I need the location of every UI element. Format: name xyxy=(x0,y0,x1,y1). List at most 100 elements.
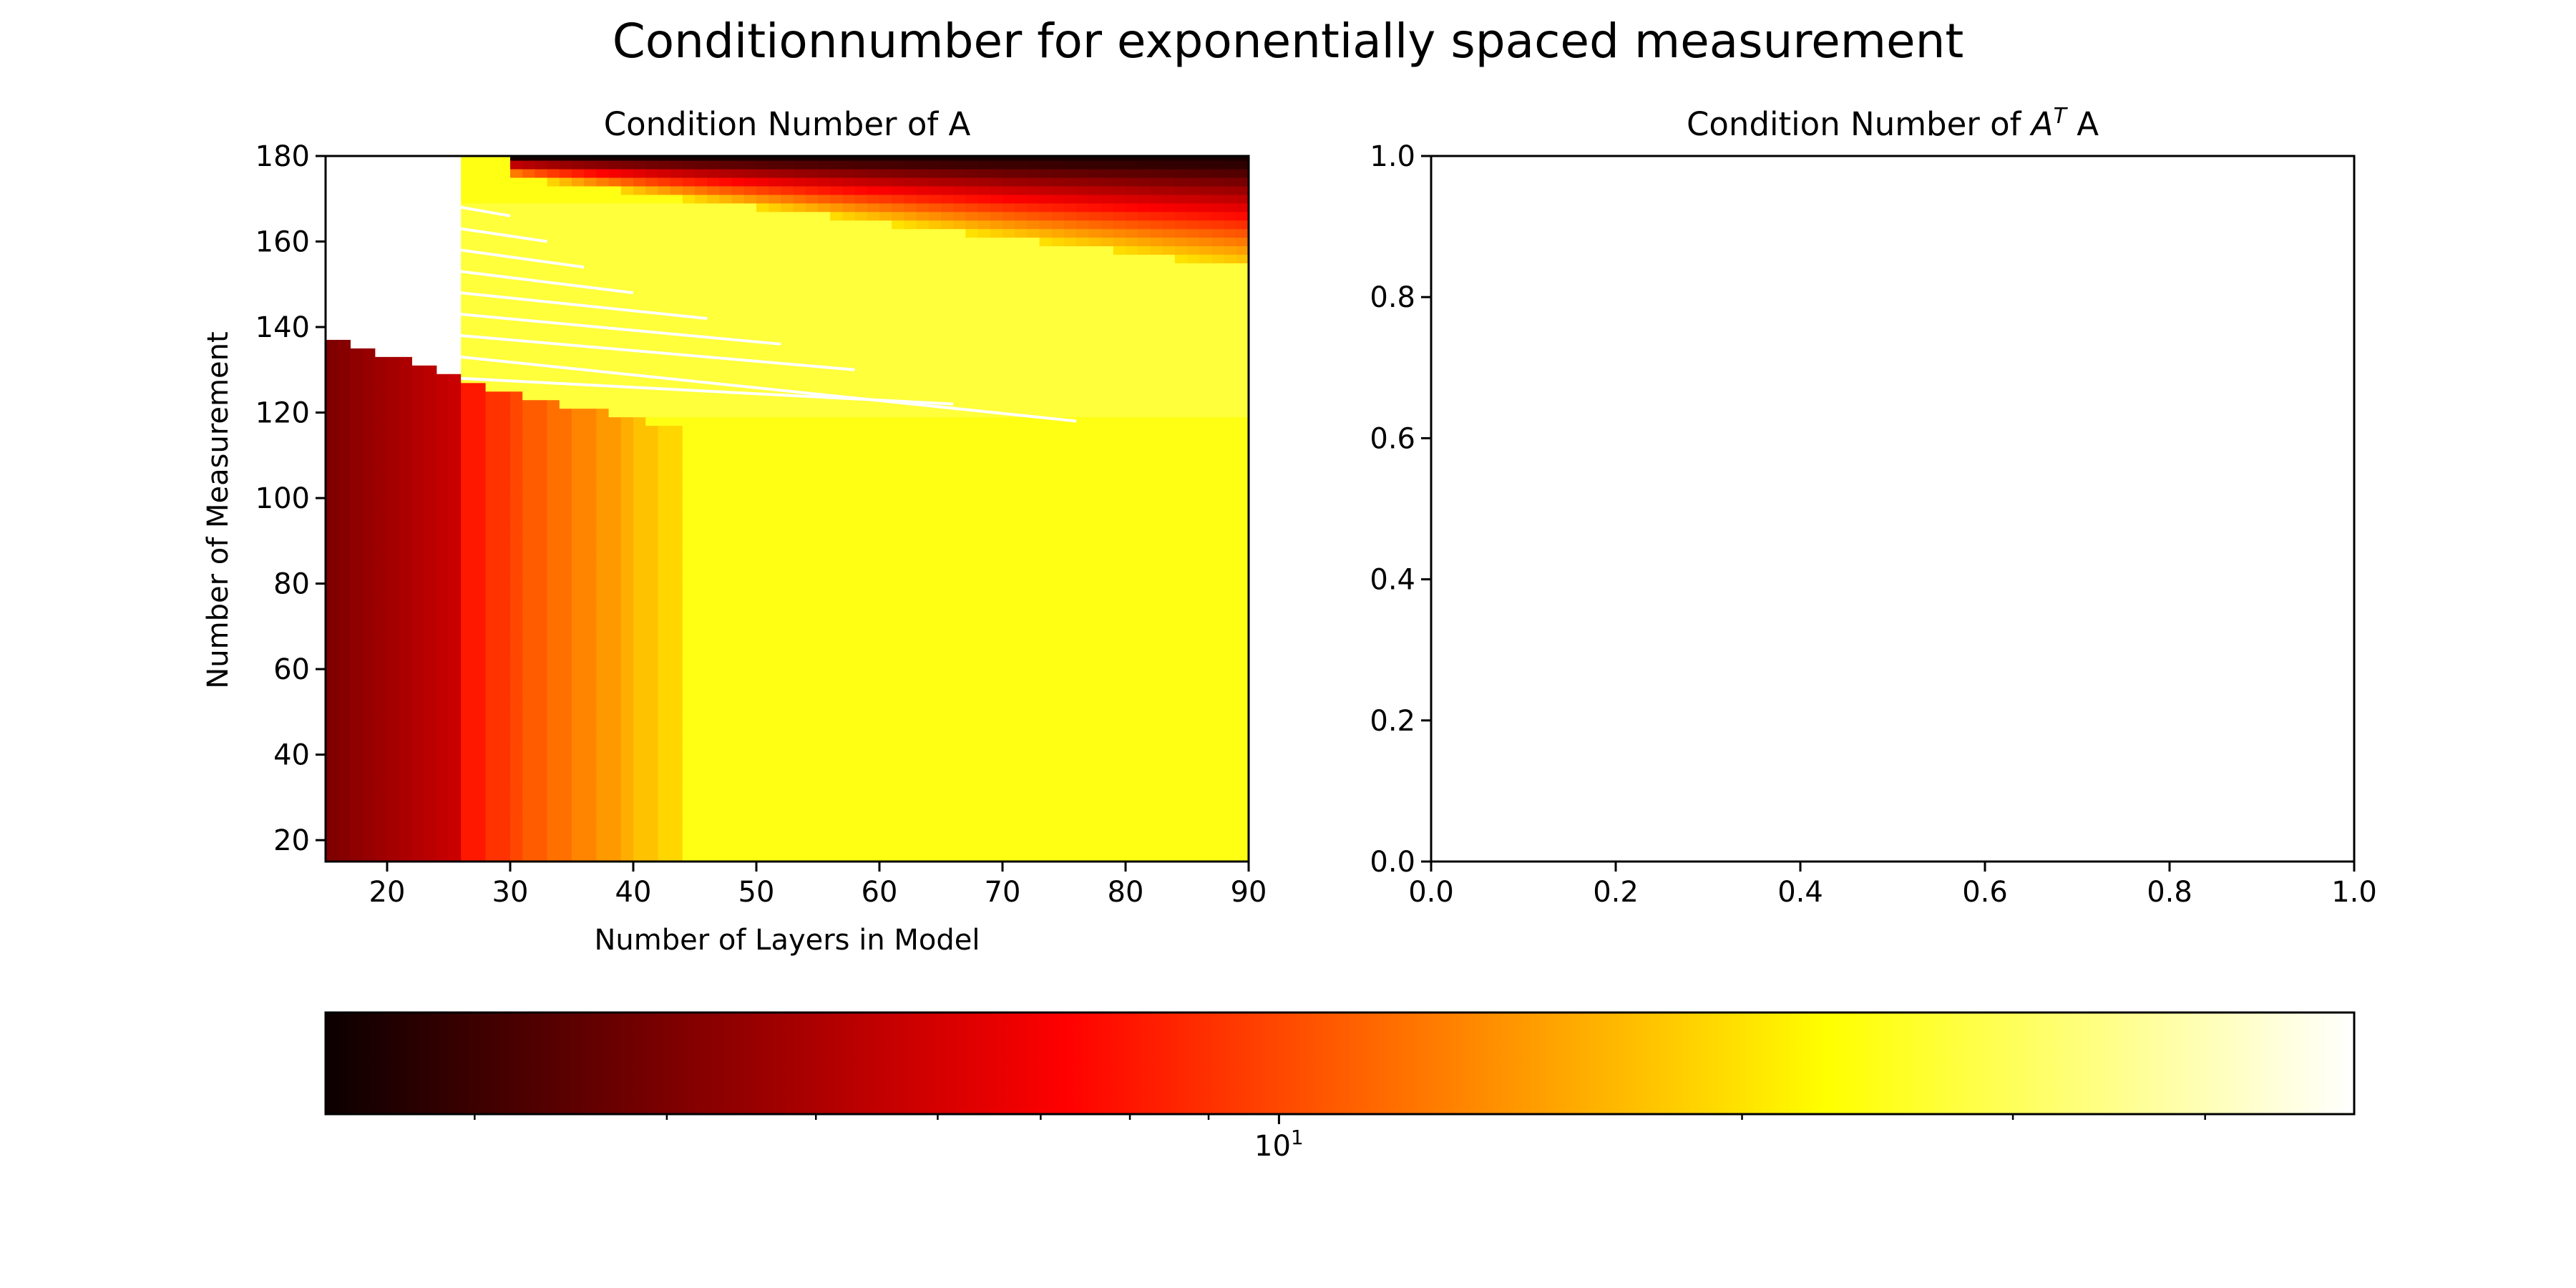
heatmap-cell xyxy=(1039,844,1053,854)
heatmap-cell xyxy=(928,434,942,443)
heatmap-cell xyxy=(461,451,474,460)
heatmap-cell xyxy=(965,665,979,674)
heatmap-cell xyxy=(695,211,708,221)
heatmap-cell xyxy=(374,810,388,819)
heatmap-cell xyxy=(608,733,622,743)
heatmap-cell xyxy=(374,605,388,615)
heatmap-cell xyxy=(535,203,548,213)
heatmap-cell xyxy=(731,254,745,263)
heatmap-cell xyxy=(977,168,991,178)
heatmap-cell xyxy=(990,819,1003,828)
heatmap-cell xyxy=(977,587,991,597)
heatmap-cell xyxy=(830,570,843,580)
heatmap-cell xyxy=(892,306,904,315)
heatmap-cell xyxy=(424,776,437,786)
heatmap-cell xyxy=(572,613,585,623)
heatmap-cell xyxy=(695,510,708,520)
heatmap-cell xyxy=(830,605,843,615)
heatmap-cell xyxy=(522,323,535,332)
heatmap-cell xyxy=(658,288,671,298)
heatmap-cell xyxy=(769,707,781,717)
heatmap-cell xyxy=(707,784,720,794)
heatmap-cell xyxy=(436,416,449,426)
heatmap-cell xyxy=(842,682,856,691)
heatmap-cell xyxy=(953,306,966,315)
heatmap-cell xyxy=(387,562,400,572)
heatmap-cell xyxy=(1015,451,1028,460)
heatmap-cell xyxy=(584,356,597,366)
heatmap-cell xyxy=(769,527,781,537)
heatmap-cell xyxy=(670,579,683,589)
heatmap-cell xyxy=(670,519,683,529)
heatmap-cell xyxy=(473,485,487,494)
heatmap-cell xyxy=(916,339,930,349)
heatmap-cell xyxy=(941,536,954,546)
heatmap-cell xyxy=(510,477,523,486)
heatmap-cell xyxy=(596,682,610,691)
heatmap-cell xyxy=(497,399,511,409)
heatmap-cell xyxy=(1027,801,1040,811)
heatmap-cell xyxy=(620,741,634,751)
heatmap-cell xyxy=(682,399,696,409)
heatmap-cell xyxy=(842,323,856,332)
heatmap-cell xyxy=(547,605,560,615)
heatmap-cell xyxy=(497,408,511,418)
heatmap-cell xyxy=(941,733,954,743)
heatmap-cell xyxy=(879,485,892,494)
heatmap-cell xyxy=(990,502,1003,512)
heatmap-cell xyxy=(854,630,868,640)
heatmap-cell xyxy=(670,570,683,580)
heatmap-cell xyxy=(941,168,954,178)
heatmap-cell xyxy=(658,245,671,255)
heatmap-cell xyxy=(1076,758,1089,769)
heatmap-cell xyxy=(707,442,720,452)
heatmap-cell xyxy=(670,776,683,786)
heatmap-cell xyxy=(1076,408,1089,418)
heatmap-cell xyxy=(461,194,474,204)
heatmap-cell xyxy=(547,185,560,195)
heatmap-cell xyxy=(1002,836,1015,845)
heatmap-cell xyxy=(1027,220,1040,230)
heatmap-cell xyxy=(756,570,769,580)
heatmap-cell xyxy=(326,391,338,401)
heatmap-cell xyxy=(695,553,708,563)
heatmap-cell xyxy=(904,425,917,435)
heatmap-cell xyxy=(411,724,425,734)
heatmap-cell xyxy=(1002,502,1015,512)
heatmap-cell xyxy=(842,194,856,204)
heatmap-cell xyxy=(941,297,954,306)
heatmap-cell xyxy=(485,741,499,751)
heatmap-cell xyxy=(608,810,622,819)
heatmap-cell xyxy=(731,682,745,691)
heatmap-cell xyxy=(535,673,548,683)
heatmap-cell xyxy=(965,399,979,409)
heatmap-cell xyxy=(1002,716,1015,726)
heatmap-cell xyxy=(473,562,487,572)
heatmap-cell xyxy=(731,237,745,247)
heatmap-cell xyxy=(596,494,610,503)
heatmap-cell xyxy=(559,502,572,512)
heatmap-cell xyxy=(1002,784,1015,794)
heatmap-cell xyxy=(793,776,806,786)
heatmap-cell xyxy=(928,374,942,384)
heatmap-cell xyxy=(719,502,733,512)
heatmap-cell xyxy=(892,682,904,691)
heatmap-cell xyxy=(449,579,462,589)
heatmap-cell xyxy=(1039,793,1053,802)
heatmap-cell xyxy=(596,519,610,529)
heatmap-cell xyxy=(559,819,572,828)
heatmap-cell xyxy=(559,707,572,717)
heatmap-cell xyxy=(743,622,757,631)
heatmap-cell xyxy=(338,399,351,409)
heatmap-cell xyxy=(695,605,708,615)
heatmap-cell xyxy=(633,399,646,409)
heatmap-cell xyxy=(719,314,733,323)
heatmap-cell xyxy=(781,579,794,589)
heatmap-cell xyxy=(793,510,806,520)
heatmap-cell xyxy=(633,194,646,204)
heatmap-cell xyxy=(904,698,917,708)
heatmap-cell xyxy=(1064,776,1077,786)
heatmap-cell xyxy=(977,494,991,503)
heatmap-cell xyxy=(892,502,904,512)
heatmap-cell xyxy=(854,750,868,760)
